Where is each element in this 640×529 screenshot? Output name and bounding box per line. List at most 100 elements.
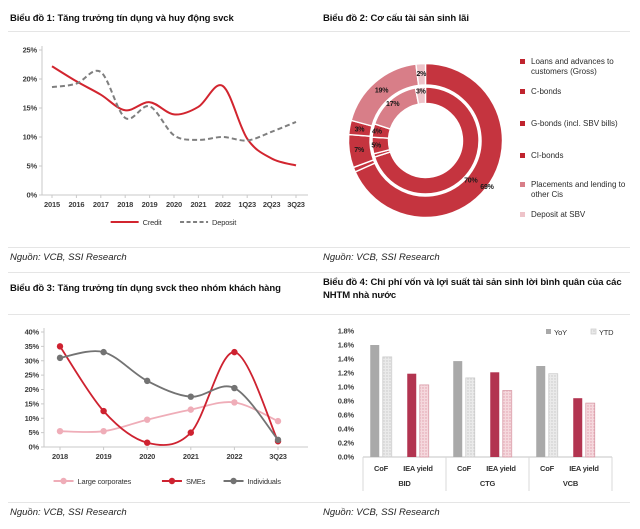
y-tick-label: 0% xyxy=(27,191,38,200)
individuals-marker xyxy=(144,377,151,385)
y-tick-label: 10% xyxy=(25,414,40,423)
x-tick-label: 2Q23 xyxy=(263,200,281,209)
legend-bullet xyxy=(520,182,525,187)
chart1-source: Nguồn: VCB, SSI Research xyxy=(10,252,127,263)
slice-label: 4% xyxy=(372,129,383,136)
legend-bullet xyxy=(520,121,525,126)
legend-label: Deposit xyxy=(212,218,237,227)
bar-VCB-IEA yield-ytd xyxy=(585,402,596,458)
legend-bullet xyxy=(520,89,525,94)
credit-deposit-line-chart: 0% 5% 10% 15% 20% 25% 2015 2016 2017 2018 2019 2020… xyxy=(23,46,308,227)
legend-label: YTD xyxy=(599,328,614,337)
smes-marker xyxy=(56,343,64,350)
chart2-source: Nguồn: VCB, SSI Research xyxy=(323,252,440,263)
legend-bullet xyxy=(520,59,525,64)
y-tick-label: 20% xyxy=(23,75,38,84)
slice-outer-5 xyxy=(415,62,427,87)
y-tick-label: 1.0% xyxy=(338,383,355,392)
x-tick-label: 2017 xyxy=(93,200,109,209)
x-tick-label: 2019 xyxy=(96,452,112,461)
y-tick-label: 25% xyxy=(25,371,40,380)
slice-label: 69% xyxy=(480,184,494,191)
large-corporates-marker xyxy=(144,416,151,423)
bar-VCB-CoF-ytd xyxy=(548,373,559,458)
bank-label: BID xyxy=(398,479,411,488)
legend-item: Deposit at SBV xyxy=(520,210,634,220)
donut-legend: Loans and advances to customers (Gross) C… xyxy=(520,57,634,220)
y-tick-label: 0.2% xyxy=(338,439,355,448)
bank-label: VCB xyxy=(563,479,579,488)
y-tick-label: 0.4% xyxy=(338,425,355,434)
individuals-marker xyxy=(187,393,194,400)
legend-item: CI-bonds xyxy=(520,151,634,161)
legend-marker xyxy=(230,477,237,485)
x-tick-label: 3Q23 xyxy=(269,452,287,461)
slice-inner-5 xyxy=(414,86,427,105)
y-tick-label: 0.0% xyxy=(338,453,355,462)
customer-group-line-chart: 0% 5% 10% 15% 20% 25% 30% 35% 40% 2018 2019 2020 202… xyxy=(25,328,308,486)
individuals-marker xyxy=(274,436,282,444)
legend-label: Large corporates xyxy=(78,477,132,486)
legend-label: C-bonds xyxy=(531,87,562,96)
legend-label: CI-bonds xyxy=(531,151,564,160)
metric-label: IEA yield xyxy=(403,464,433,473)
bank-label: CTG xyxy=(480,479,496,488)
legend-swatch-yoy xyxy=(546,329,551,334)
y-tick-label: 5% xyxy=(27,162,38,171)
divider xyxy=(8,314,630,315)
slice-inner-0 xyxy=(373,86,480,195)
large-corporates-marker xyxy=(100,427,107,435)
earning-assets-donut-chart: 69% 7% 3% 19% 2% 70% 5% 4% 17% 3% xyxy=(347,62,504,219)
x-tick-label: 2018 xyxy=(52,452,68,461)
smes-marker xyxy=(231,348,238,356)
legend-item: G-bonds (incl. SBV bills) xyxy=(520,119,634,129)
slice-label: 2% xyxy=(416,71,427,78)
divider xyxy=(8,502,630,503)
slice-label: 3% xyxy=(355,126,366,133)
y-tick-label: 40% xyxy=(25,328,40,337)
slice-label: 3% xyxy=(416,89,427,96)
bar-VCB-IEA yield-yoy xyxy=(573,398,583,457)
x-tick-label: 2020 xyxy=(139,452,155,461)
x-tick-label: 1Q23 xyxy=(238,200,256,209)
deposit-line xyxy=(51,69,297,142)
chart3-title: Biểu đồ 3: Tăng trưởng tín dụng svck the… xyxy=(10,283,281,294)
smes-line xyxy=(59,345,279,446)
x-tick-label: 2021 xyxy=(190,200,206,209)
slice-outer-0 xyxy=(354,62,504,219)
metric-label: CoF xyxy=(457,464,472,473)
bar-CTG-CoF-ytd xyxy=(465,377,476,458)
legend-label: YoY xyxy=(554,328,567,337)
legend-label: Deposit at SBV xyxy=(531,210,586,219)
divider xyxy=(8,272,630,273)
x-tick-label: 2015 xyxy=(44,200,60,209)
y-tick-label: 25% xyxy=(23,46,38,55)
individuals-marker xyxy=(56,354,64,362)
bar-BID-CoF-ytd xyxy=(382,356,393,458)
x-tick-label: 2018 xyxy=(117,200,133,209)
y-tick-label: 1.4% xyxy=(338,355,355,364)
individuals-marker xyxy=(231,384,238,392)
large-corporates-marker xyxy=(187,406,194,413)
legend-label: Credit xyxy=(143,218,163,227)
bar-CTG-IEA yield-ytd xyxy=(502,390,513,458)
slice-label: 19% xyxy=(375,87,389,94)
bar-BID-IEA yield-ytd xyxy=(419,384,430,458)
x-tick-label: 2020 xyxy=(166,200,182,209)
legend-label: SMEs xyxy=(186,477,206,486)
x-tick-label: 2022 xyxy=(226,452,242,461)
y-tick-label: 20% xyxy=(25,385,40,394)
y-tick-label: 1.6% xyxy=(338,341,355,350)
x-tick-label: 2022 xyxy=(215,200,231,209)
divider xyxy=(8,247,630,248)
y-tick-label: 10% xyxy=(23,133,38,142)
large-corporates-line xyxy=(59,401,279,433)
x-tick-label: 3Q23 xyxy=(287,200,305,209)
y-tick-label: 5% xyxy=(29,428,40,437)
metric-label: IEA yield xyxy=(486,464,516,473)
bar-BID-IEA yield-yoy xyxy=(407,373,417,457)
y-tick-label: 0% xyxy=(29,443,40,452)
legend-label: Loans and advances to customers (Gross) xyxy=(531,57,614,76)
legend-bullet xyxy=(520,212,525,217)
